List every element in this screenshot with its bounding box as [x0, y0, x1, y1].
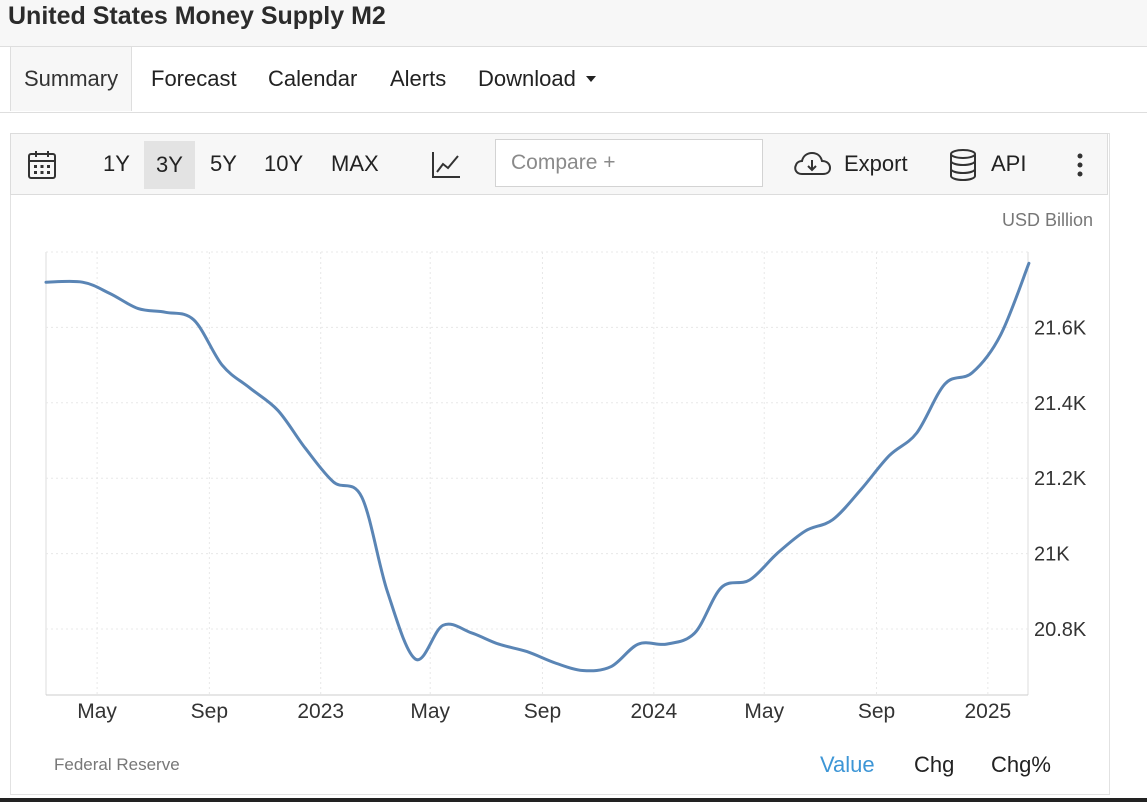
- x-tick-label: Sep: [524, 700, 561, 723]
- y-tick-label: 21.4K: [1034, 393, 1087, 415]
- api-label: API: [991, 151, 1027, 176]
- value-mode-button[interactable]: Value: [820, 752, 875, 777]
- tab-forecast[interactable]: Forecast: [151, 66, 237, 91]
- database-icon: [949, 149, 977, 181]
- tab-bar: Summary Forecast Calendar Alerts Downloa…: [0, 46, 1147, 113]
- range-10y-button[interactable]: 10Y: [264, 151, 304, 176]
- unit-label: USD Billion: [1001, 210, 1093, 230]
- x-tick-label: 2023: [297, 700, 344, 723]
- x-tick-label: Sep: [858, 700, 895, 723]
- tab-calendar[interactable]: Calendar: [268, 66, 358, 91]
- line-chart: May Sep 2023 May Sep 2024 May Sep 2025 20.8K 21K 21…: [44, 251, 1087, 723]
- chg-mode-button[interactable]: Chg: [914, 752, 955, 777]
- chg-percent-mode-button[interactable]: Chg%: [991, 752, 1051, 777]
- compare-input[interactable]: [495, 139, 763, 187]
- more-vertical-icon[interactable]: [1074, 153, 1086, 177]
- y-tick-label: 21.6K: [1034, 317, 1087, 339]
- x-tick-label: May: [410, 700, 450, 723]
- export-label: Export: [844, 151, 908, 176]
- x-tick-label: 2024: [630, 700, 677, 723]
- tab-summary[interactable]: Summary: [10, 47, 133, 111]
- range-3y-button[interactable]: 3Y: [144, 141, 195, 189]
- page-title: United States Money Supply M2: [8, 2, 386, 30]
- y-tick-label: 21.2K: [1034, 468, 1087, 490]
- x-tick-label: Sep: [191, 700, 228, 723]
- tab-alerts[interactable]: Alerts: [390, 66, 447, 91]
- tab-download-label: Download: [478, 66, 576, 91]
- y-tick-label: 20.8K: [1034, 619, 1087, 641]
- x-tick-label: 2025: [964, 700, 1011, 723]
- bottom-border: [0, 798, 1147, 802]
- range-1y-button[interactable]: 1Y: [103, 151, 130, 176]
- chevron-down-icon: [585, 75, 596, 82]
- tab-download[interactable]: Download: [478, 47, 596, 111]
- calendar-icon[interactable]: [27, 150, 57, 180]
- range-max-button[interactable]: MAX: [331, 151, 379, 176]
- title-bar: United States Money Supply M2: [0, 0, 1147, 46]
- cloud-download-icon: [793, 151, 831, 177]
- x-tick-label: May: [744, 700, 784, 723]
- line-chart-icon[interactable]: [431, 150, 461, 180]
- source-label: Federal Reserve: [54, 755, 180, 774]
- series-line: [44, 261, 1031, 673]
- y-tick-label: 21K: [1034, 544, 1070, 566]
- chart-toolbar: 1Y 3Y 5Y 10Y MAX Export API: [10, 133, 1108, 195]
- range-5y-button[interactable]: 5Y: [210, 151, 237, 176]
- x-tick-label: May: [77, 700, 117, 723]
